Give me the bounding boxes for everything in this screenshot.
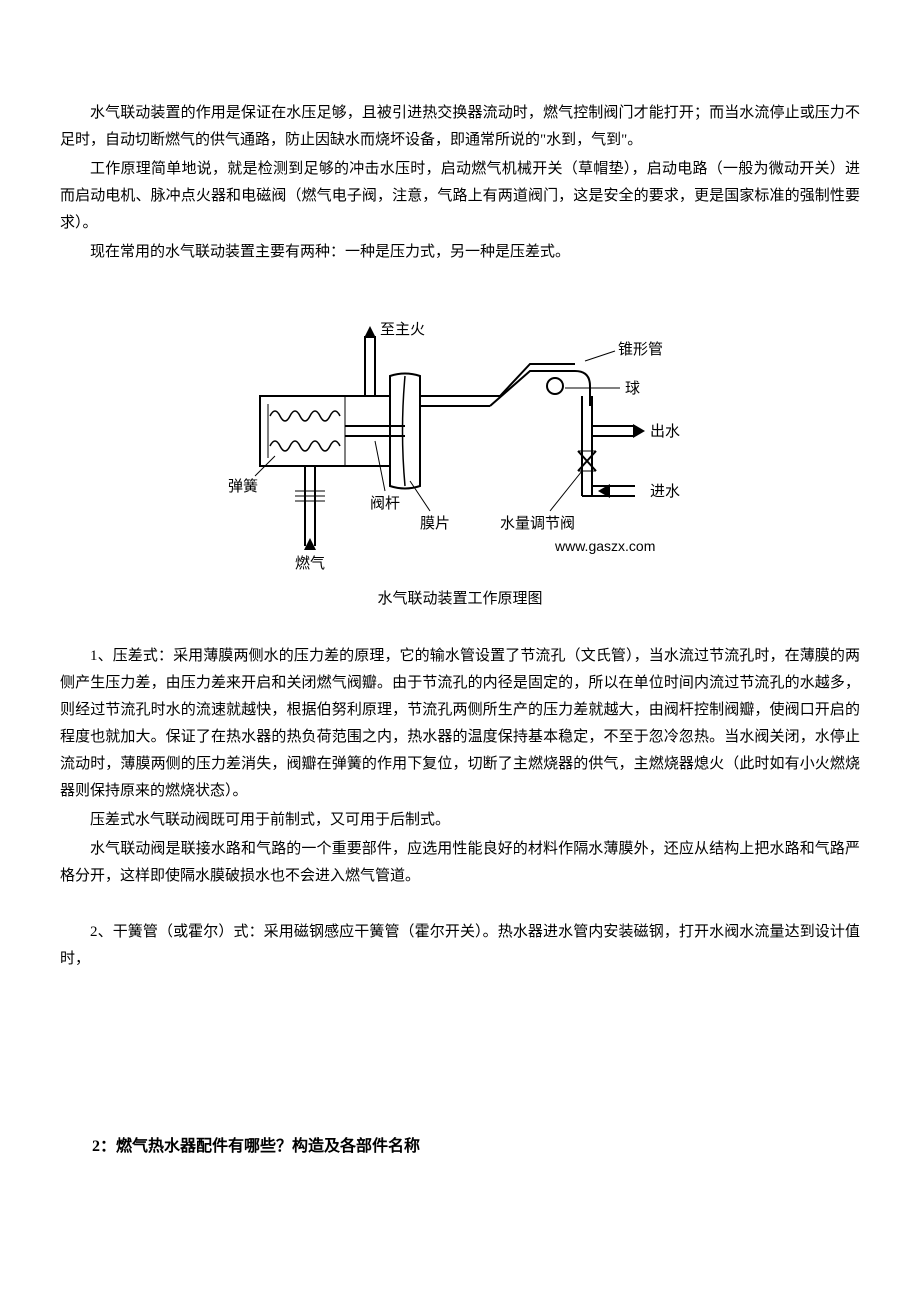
paragraph-6: 水气联动阀是联接水路和气路的一个重要部件，应选用性能良好的材料作隔水薄膜外，还应… bbox=[60, 836, 860, 890]
label-chu-shui: 出水 bbox=[650, 423, 680, 440]
label-mo-pian: 膜片 bbox=[420, 515, 450, 532]
section-heading-2: 2：燃气热水器配件有哪些？构造及各部件名称 bbox=[60, 1133, 860, 1162]
label-ran-qi: 燃气 bbox=[295, 554, 325, 572]
paragraph-3: 现在常用的水气联动装置主要有两种：一种是压力式，另一种是压差式。 bbox=[60, 239, 860, 266]
paragraph-1: 水气联动装置的作用是保证在水压足够，且被引进热交换器流动时，燃气控制阀门才能打开… bbox=[60, 100, 860, 154]
figure-caption: 水气联动装置工作原理图 bbox=[60, 586, 860, 613]
paragraph-2: 工作原理简单地说，就是检测到足够的冲击水压时，启动燃气机械开关（草帽垫），启动电… bbox=[60, 156, 860, 237]
figure-diagram: 至主火 燃气 弹簧 阀杆 膜片 bbox=[60, 296, 860, 576]
label-zhui-xing-guan: 锥形管 bbox=[618, 341, 663, 358]
label-qiu: 球 bbox=[625, 380, 640, 397]
label-fa-gan: 阀杆 bbox=[370, 495, 400, 512]
paragraph-7: 2、干簧管（或霍尔）式：采用磁钢感应干簧管（霍尔开关）。热水器进水管内安装磁钢，… bbox=[60, 919, 860, 973]
label-jin-shui: 进水 bbox=[650, 483, 680, 500]
paragraph-5: 压差式水气联动阀既可用于前制式，又可用于后制式。 bbox=[60, 807, 860, 834]
label-shui-liang: 水量调节阀 bbox=[500, 515, 575, 532]
label-url: www.gaszx.com bbox=[554, 538, 655, 554]
paragraph-4: 1、压差式：采用薄膜两侧水的压力差的原理，它的输水管设置了节流孔（文氏管），当水… bbox=[60, 643, 860, 805]
label-tan-huang: 弹簧 bbox=[228, 478, 258, 495]
label-zhu-huo: 至主火 bbox=[380, 321, 425, 338]
